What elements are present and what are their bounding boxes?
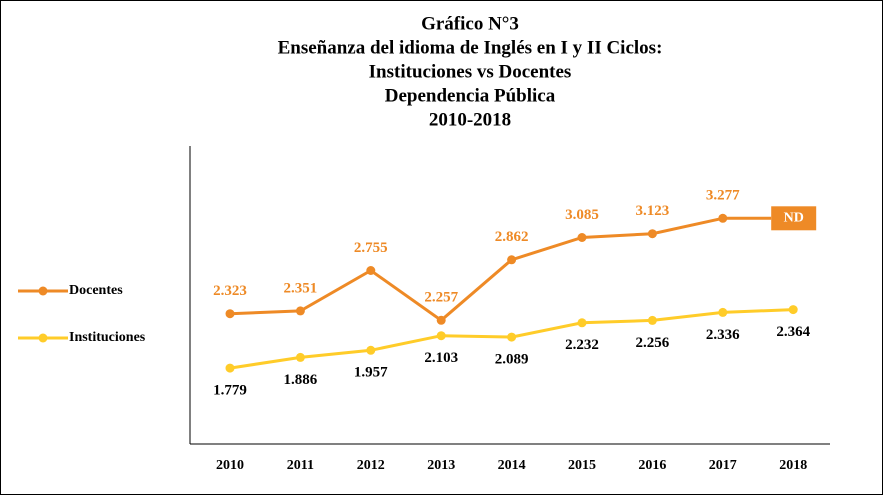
point	[436, 315, 446, 325]
value-label: 1.779	[213, 383, 247, 399]
value-label: 1.886	[284, 372, 318, 388]
x-tick-label: 2012	[357, 458, 385, 473]
value-label: 3.277	[706, 188, 740, 204]
value-label: 3.123	[636, 203, 670, 219]
legend-label: Docentes	[69, 283, 123, 298]
value-label: 2.755	[354, 240, 388, 256]
x-tick-label: 2013	[427, 458, 455, 473]
x-tick-label: 2011	[287, 458, 314, 473]
point	[295, 352, 305, 362]
value-label: 3.085	[565, 207, 599, 223]
point	[577, 318, 587, 328]
chart-title: Instituciones vs Docentes	[369, 61, 572, 82]
chart-title: Enseñanza del idioma de Inglés en I y II…	[278, 37, 663, 58]
value-label: 2.862	[495, 229, 529, 245]
point	[366, 266, 376, 275]
chart-title: Dependencia Pública	[385, 85, 556, 106]
x-tick-label: 2010	[216, 458, 244, 473]
point	[225, 363, 235, 373]
point	[507, 332, 517, 342]
value-label: 2.323	[213, 283, 247, 299]
legend-marker	[38, 286, 48, 296]
point	[647, 229, 657, 239]
x-tick-label: 2018	[779, 458, 807, 473]
value-label: 2.089	[495, 352, 529, 368]
chart-title: 2010-2018	[429, 109, 511, 130]
point	[436, 331, 446, 341]
legend-marker	[38, 333, 48, 343]
x-tick-label: 2015	[568, 458, 596, 473]
point	[225, 309, 235, 319]
value-label: 2.257	[424, 290, 458, 306]
point	[647, 315, 657, 325]
point	[718, 307, 728, 317]
value-label: 2.351	[284, 280, 318, 296]
series-line	[229, 216, 724, 323]
value-label: 2.364	[776, 324, 810, 340]
point	[295, 306, 305, 316]
point	[788, 305, 798, 315]
point	[577, 233, 587, 242]
x-tick-label: 2016	[638, 458, 666, 473]
chart-title: Gráfico N°3	[421, 13, 519, 34]
legend-label: Instituciones	[69, 330, 146, 345]
value-label: 2.336	[706, 327, 740, 343]
x-tick-label: 2014	[498, 458, 526, 473]
value-label: ND	[784, 211, 804, 226]
value-label: 2.256	[636, 335, 670, 351]
value-label: 2.103	[424, 350, 458, 366]
value-label: 1.957	[354, 365, 388, 381]
missing-box	[771, 206, 817, 231]
x-tick-label: 2017	[709, 458, 737, 473]
value-label: 2.232	[565, 337, 599, 353]
point	[366, 345, 376, 355]
point	[507, 255, 517, 265]
